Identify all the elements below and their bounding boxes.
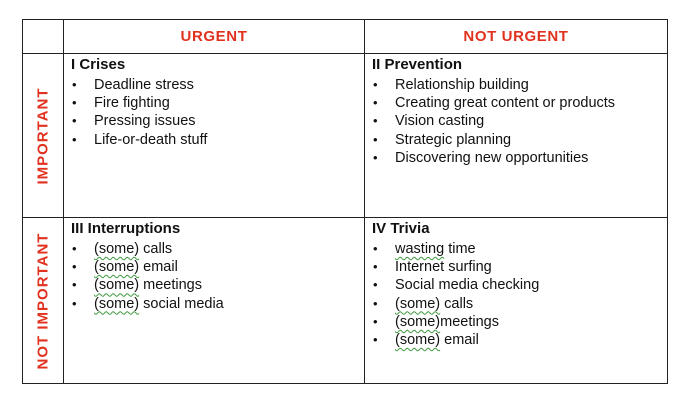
quadrant-crises: I Crises • Deadline stress • Fire fighting •… (63, 53, 365, 218)
item-text: calls (139, 241, 173, 257)
row-not-important: NOT IMPORTANT III Interruptions • (some) … (22, 217, 668, 384)
row-header-important: IMPORTANT (34, 86, 52, 185)
item-list: • wasting time • Internet surfing • Social me… (372, 240, 667, 349)
spellcheck-word: wasting (395, 241, 445, 257)
bullet-icon: • (373, 113, 378, 129)
spellcheck-word: (some) (395, 313, 441, 330)
bullet-icon: • (72, 77, 77, 92)
item-text: Life-or-death stuff (94, 131, 208, 148)
quadrant-title: IV Trivia (372, 220, 430, 237)
row-header-important-cell: IMPORTANT (22, 53, 64, 218)
row-header-not-important: NOT IMPORTANT (34, 232, 52, 369)
item-text: email (440, 332, 479, 349)
list-item: • (some) email (372, 331, 667, 349)
spellcheck-word: (some) (395, 295, 441, 312)
list-item: • Vision casting (372, 112, 667, 130)
bullet-icon: • (373, 131, 378, 147)
item-text: Social media checking (395, 277, 540, 294)
item-text: Deadline stress (94, 77, 194, 93)
list-item: • (some) email (71, 258, 364, 276)
quadrant-title: II Prevention (372, 56, 463, 73)
bullet-icon: • (373, 313, 378, 329)
list-item: • Strategic planning (372, 131, 667, 149)
bullet-icon: • (72, 259, 77, 275)
column-header-not-urgent: NOT URGENT (364, 19, 668, 54)
bullet-icon: • (373, 332, 378, 348)
list-item: • Deadline stress (71, 76, 364, 94)
spellcheck-word: (some) (94, 295, 140, 312)
item-list: • (some) calls • (some) email • (some) meetin… (71, 240, 364, 313)
spellcheck-word: (some) (94, 241, 140, 257)
quadrant-title: III Interruptions (71, 220, 181, 237)
bullet-icon: • (72, 113, 77, 129)
item-text: Pressing issues (94, 113, 196, 130)
priority-matrix: URGENT NOT URGENT IMPORTANT I Crises • De… (22, 19, 668, 384)
spellcheck-word: (some) (94, 259, 140, 276)
spellcheck-word: (some) (395, 332, 441, 349)
bullet-icon: • (373, 77, 378, 92)
column-header-urgent: URGENT (63, 19, 365, 54)
bullet-icon: • (373, 295, 378, 311)
bullet-icon: • (72, 131, 77, 147)
corner-cell (22, 19, 64, 54)
list-item: • Pressing issues (71, 112, 364, 130)
item-text: time (444, 241, 476, 257)
item-text: email (139, 259, 178, 276)
list-item: • Social media checking (372, 276, 667, 294)
header-row: URGENT NOT URGENT (22, 19, 668, 54)
item-text: calls (440, 295, 474, 312)
item-list: • Deadline stress • Fire fighting • Pressing … (71, 76, 364, 149)
item-text: Internet surfing (395, 259, 492, 276)
item-text: Strategic planning (395, 131, 512, 148)
item-text: meetings (440, 313, 499, 330)
quadrant-interruptions: III Interruptions • (some) calls • (some) e… (63, 217, 365, 384)
row-header-not-important-cell: NOT IMPORTANT (22, 217, 64, 384)
spellcheck-word: (some) (94, 277, 140, 294)
list-item: • (some) calls (372, 295, 667, 313)
list-item: • Fire fighting (71, 94, 364, 112)
quadrant-trivia: IV Trivia • wasting time • Internet surfing… (364, 217, 668, 384)
bullet-icon: • (72, 95, 77, 111)
list-item: • Life-or-death stuff (71, 131, 364, 149)
list-item: • (some) social media (71, 295, 364, 313)
list-item: • (some) meetings (71, 276, 364, 294)
list-item: • Relationship building (372, 76, 667, 94)
list-item: • (some)meetings (372, 313, 667, 331)
item-text: social media (139, 295, 224, 312)
bullet-icon: • (373, 95, 378, 111)
bullet-icon: • (373, 149, 378, 165)
item-text: Discovering new opportunities (395, 149, 589, 166)
bullet-icon: • (72, 295, 77, 311)
row-important: IMPORTANT I Crises • Deadline stress • Fire… (22, 53, 668, 218)
item-text: Vision casting (395, 113, 485, 130)
list-item: • Discovering new opportunities (372, 149, 667, 167)
item-text: Fire fighting (94, 95, 170, 112)
item-list: • Relationship building • Creating great co… (372, 76, 667, 167)
item-text: Creating great content or products (395, 95, 616, 112)
list-item: • wasting time (372, 240, 667, 258)
list-item: • Creating great content or products (372, 94, 667, 112)
quadrant-title: I Crises (71, 56, 126, 73)
list-item: • (some) calls (71, 240, 364, 258)
item-text: meetings (139, 277, 202, 294)
bullet-icon: • (373, 277, 378, 293)
bullet-icon: • (373, 241, 378, 256)
list-item: • Internet surfing (372, 258, 667, 276)
item-text: Relationship building (395, 77, 529, 93)
bullet-icon: • (373, 259, 378, 275)
bullet-icon: • (72, 277, 77, 293)
quadrant-prevention: II Prevention • Relationship building • Cre… (364, 53, 668, 218)
bullet-icon: • (72, 241, 77, 256)
